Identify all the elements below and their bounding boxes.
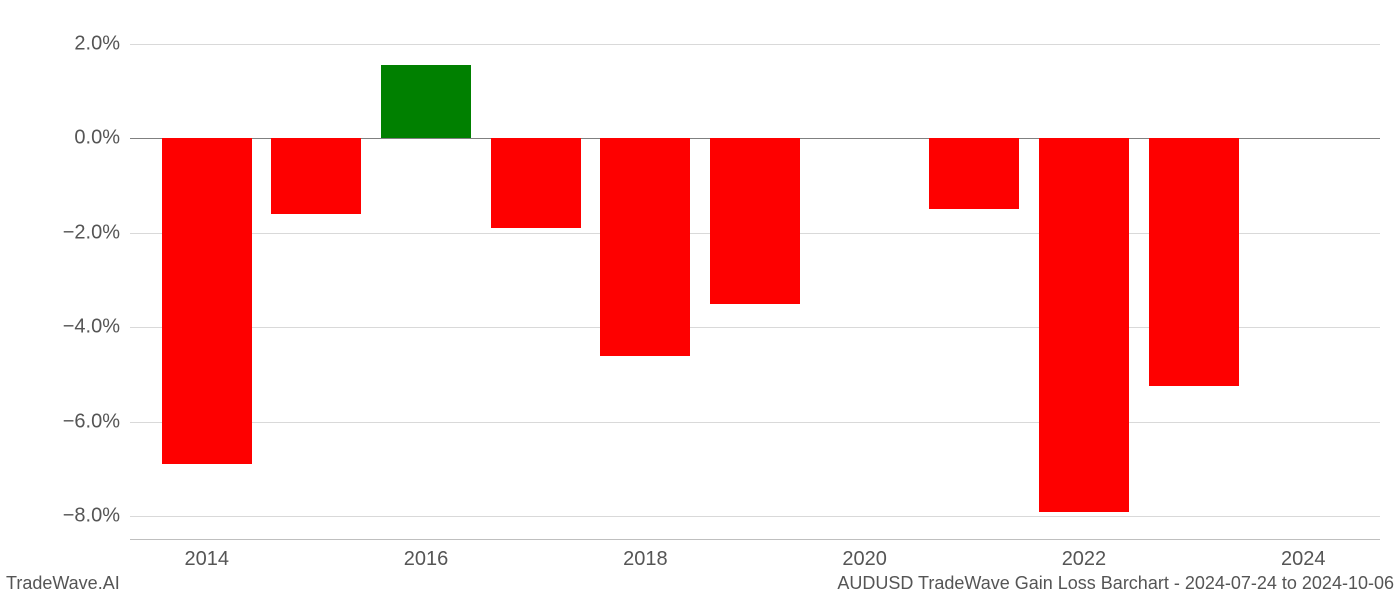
plot-bottom-border xyxy=(130,539,1380,540)
bar xyxy=(600,138,690,355)
bar xyxy=(381,65,471,138)
x-tick-label: 2022 xyxy=(1062,540,1107,571)
x-tick-label: 2018 xyxy=(623,540,668,571)
y-tick-label: 2.0% xyxy=(74,32,130,55)
gridline xyxy=(130,44,1380,45)
bar xyxy=(929,138,1019,209)
bar xyxy=(1149,138,1239,386)
y-tick-label: 0.0% xyxy=(74,127,130,150)
x-tick-label: 2020 xyxy=(842,540,887,571)
footer-right-text: AUDUSD TradeWave Gain Loss Barchart - 20… xyxy=(837,573,1394,594)
bar xyxy=(491,138,581,228)
chart-container: −8.0% −6.0% −4.0% −2.0% 0.0% 2.0% 2014 2016 2018… xyxy=(0,0,1400,600)
bar xyxy=(271,138,361,214)
y-tick-label: −2.0% xyxy=(63,221,130,244)
bar xyxy=(710,138,800,303)
bar xyxy=(162,138,252,464)
x-tick-label: 2016 xyxy=(404,540,449,571)
x-tick-label: 2024 xyxy=(1281,540,1326,571)
footer-left-text: TradeWave.AI xyxy=(6,573,120,594)
y-tick-label: −6.0% xyxy=(63,410,130,433)
plot-area: −8.0%−6.0%−4.0%−2.0%0.0%2.0%201420162018… xyxy=(130,20,1380,540)
gridline xyxy=(130,422,1380,423)
y-tick-label: −8.0% xyxy=(63,505,130,528)
y-tick-label: −4.0% xyxy=(63,316,130,339)
gridline xyxy=(130,516,1380,517)
bar xyxy=(1039,138,1129,511)
x-tick-label: 2014 xyxy=(185,540,230,571)
